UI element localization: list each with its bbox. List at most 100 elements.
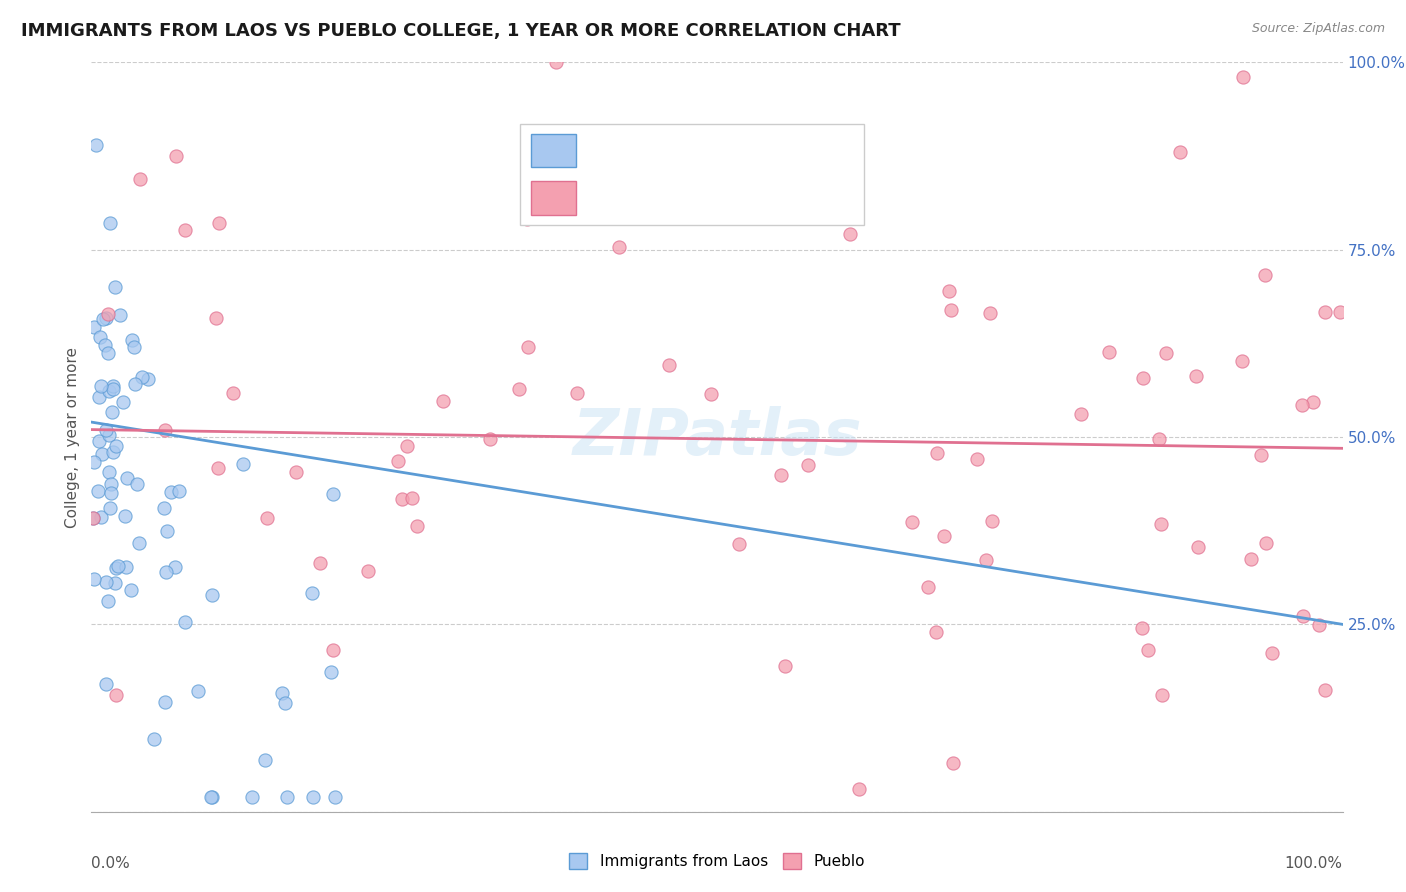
Point <box>89 329 111 343</box>
Point <box>658 358 681 372</box>
Point <box>981 514 1004 528</box>
Point <box>174 615 197 629</box>
Point <box>1150 688 1173 702</box>
Point <box>100 405 122 419</box>
Point <box>153 501 176 516</box>
Point <box>301 586 323 600</box>
Point <box>508 382 530 396</box>
Point <box>1147 433 1170 447</box>
Point <box>204 310 226 325</box>
Point <box>160 484 183 499</box>
Point <box>155 524 177 538</box>
Point <box>1070 407 1092 421</box>
Point <box>839 227 862 242</box>
Point <box>87 391 110 405</box>
Point <box>82 511 104 525</box>
Point <box>124 376 146 391</box>
Point <box>273 697 295 711</box>
Point <box>97 594 120 608</box>
Point <box>1185 368 1208 383</box>
Text: IMMIGRANTS FROM LAOS VS PUEBLO COLLEGE, 1 YEAR OR MORE CORRELATION CHART: IMMIGRANTS FROM LAOS VS PUEBLO COLLEGE, … <box>21 22 901 40</box>
Point <box>86 483 108 498</box>
Point <box>155 566 177 580</box>
Point <box>174 222 197 236</box>
Point <box>517 340 540 354</box>
Point <box>700 387 723 401</box>
Point <box>127 477 149 491</box>
Point <box>94 337 117 351</box>
Point <box>276 789 298 804</box>
Point <box>925 625 948 640</box>
Point <box>94 574 117 589</box>
Y-axis label: College, 1 year or more: College, 1 year or more <box>65 347 80 527</box>
Point <box>82 510 104 524</box>
Point <box>1136 642 1159 657</box>
Text: R =  -0.123   N = 73: R = -0.123 N = 73 <box>591 142 759 160</box>
Text: 0.0%: 0.0% <box>91 856 131 871</box>
Point <box>100 477 122 491</box>
Point <box>104 688 127 702</box>
Point <box>242 789 264 804</box>
Point <box>1240 552 1263 566</box>
Point <box>938 284 960 298</box>
Point <box>165 560 187 574</box>
Point <box>98 500 121 515</box>
Point <box>129 171 152 186</box>
Point <box>187 684 209 698</box>
Point <box>391 491 413 506</box>
Point <box>322 642 344 657</box>
Point <box>97 346 120 360</box>
Point <box>155 695 177 709</box>
Point <box>90 509 112 524</box>
Point <box>153 423 176 437</box>
Point <box>323 789 346 804</box>
Point <box>1250 448 1272 462</box>
Point <box>120 582 142 597</box>
FancyBboxPatch shape <box>531 181 576 215</box>
Point <box>91 312 114 326</box>
Point <box>546 55 568 70</box>
Point <box>395 439 418 453</box>
Point <box>406 518 429 533</box>
Point <box>91 447 114 461</box>
Point <box>201 789 224 804</box>
Point <box>101 444 124 458</box>
Point <box>1313 305 1336 319</box>
Point <box>1168 145 1191 160</box>
Point <box>1254 268 1277 283</box>
Point <box>308 556 330 570</box>
Point <box>131 370 153 384</box>
Point <box>94 311 117 326</box>
Point <box>932 529 955 543</box>
Point <box>302 789 325 804</box>
Point <box>401 491 423 506</box>
Legend: Immigrants from Laos, Pueblo: Immigrants from Laos, Pueblo <box>562 847 872 875</box>
Point <box>797 458 820 472</box>
Point <box>94 677 117 691</box>
Point <box>83 320 105 334</box>
Point <box>1098 345 1121 359</box>
Point <box>167 483 190 498</box>
Text: 100.0%: 100.0% <box>1285 856 1343 871</box>
Point <box>1254 535 1277 549</box>
Point <box>103 280 125 294</box>
Point <box>97 427 120 442</box>
Point <box>98 216 121 230</box>
Point <box>101 378 124 392</box>
FancyBboxPatch shape <box>531 134 576 168</box>
Point <box>87 434 110 448</box>
Point <box>927 446 949 460</box>
Point <box>387 454 409 468</box>
Point <box>98 384 121 398</box>
Point <box>1132 371 1154 385</box>
Point <box>966 451 988 466</box>
Point <box>107 559 129 574</box>
Point <box>165 149 187 163</box>
Point <box>96 423 118 437</box>
Point <box>1187 541 1209 555</box>
Point <box>114 509 136 524</box>
Point <box>1315 682 1337 697</box>
Point <box>143 731 166 746</box>
Point <box>769 468 792 483</box>
Point <box>357 564 380 578</box>
